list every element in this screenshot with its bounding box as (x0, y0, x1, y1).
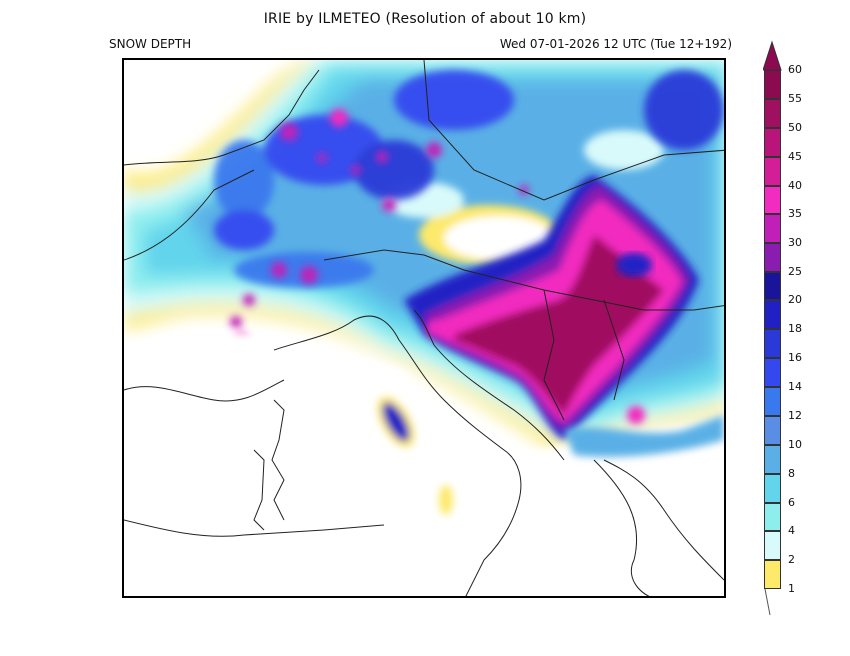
colorbar-label: 16 (788, 351, 802, 364)
colorbar-label: 55 (788, 92, 802, 105)
colorbar-label: 45 (788, 150, 802, 163)
colorbar-label: 4 (788, 524, 795, 537)
colorbar-label: 8 (788, 467, 795, 480)
colorbar-swatch-18 (764, 329, 781, 358)
colorbar-swatch-55 (764, 99, 781, 128)
colorbar-swatch-12 (764, 416, 781, 445)
snow-depth-map (124, 60, 724, 596)
colorbar-tail-icon (764, 589, 771, 616)
colorbar-label: 25 (788, 265, 802, 278)
colorbar-swatch-35 (764, 214, 781, 243)
colorbar-swatch-25 (764, 272, 781, 300)
colorbar-swatch-6 (764, 503, 781, 531)
colorbar-label: 40 (788, 179, 802, 192)
colorbar-label: 10 (788, 438, 802, 451)
colorbar-label: 18 (788, 322, 802, 335)
colorbar-swatch-45 (764, 157, 781, 186)
colorbar-label: 6 (788, 496, 795, 509)
variable-label: SNOW DEPTH (109, 37, 192, 51)
colorbar-label: 60 (788, 63, 802, 76)
colorbar-swatch-40 (764, 186, 781, 214)
colorbar-swatch-60 (764, 70, 781, 99)
colorbar-label: 20 (788, 293, 802, 306)
chart-title: IRIE by ILMETEO (Resolution of about 10 … (263, 11, 587, 27)
colorbar-arrow-icon (763, 40, 782, 71)
colorbar-label: 2 (788, 553, 795, 566)
colorbar-swatch-30 (764, 243, 781, 272)
colorbar-label: 35 (788, 207, 802, 220)
map-panel (122, 58, 726, 598)
colorbar-label: 14 (788, 380, 802, 393)
colorbar-swatch-16 (764, 358, 781, 387)
colorbar-swatch-14 (764, 387, 781, 416)
colorbar-swatch-50 (764, 128, 781, 157)
colorbar-label: 30 (788, 236, 802, 249)
colorbar-legend: 60 55 50 45 40 35 30 25 20 18 16 14 12 1… (763, 40, 824, 616)
colorbar-swatch-2 (764, 560, 781, 589)
colorbar-swatch-20 (764, 300, 781, 329)
colorbar-label: 1 (788, 582, 795, 595)
colorbar-label: 50 (788, 121, 802, 134)
colorbar-swatch-8 (764, 474, 781, 503)
colorbar-label: 12 (788, 409, 802, 422)
colorbar-swatch-4 (764, 531, 781, 560)
colorbar-swatch-10 (764, 445, 781, 474)
valid-time-label: Wed 07-01-2026 12 UTC (Tue 12+192) (499, 37, 732, 51)
